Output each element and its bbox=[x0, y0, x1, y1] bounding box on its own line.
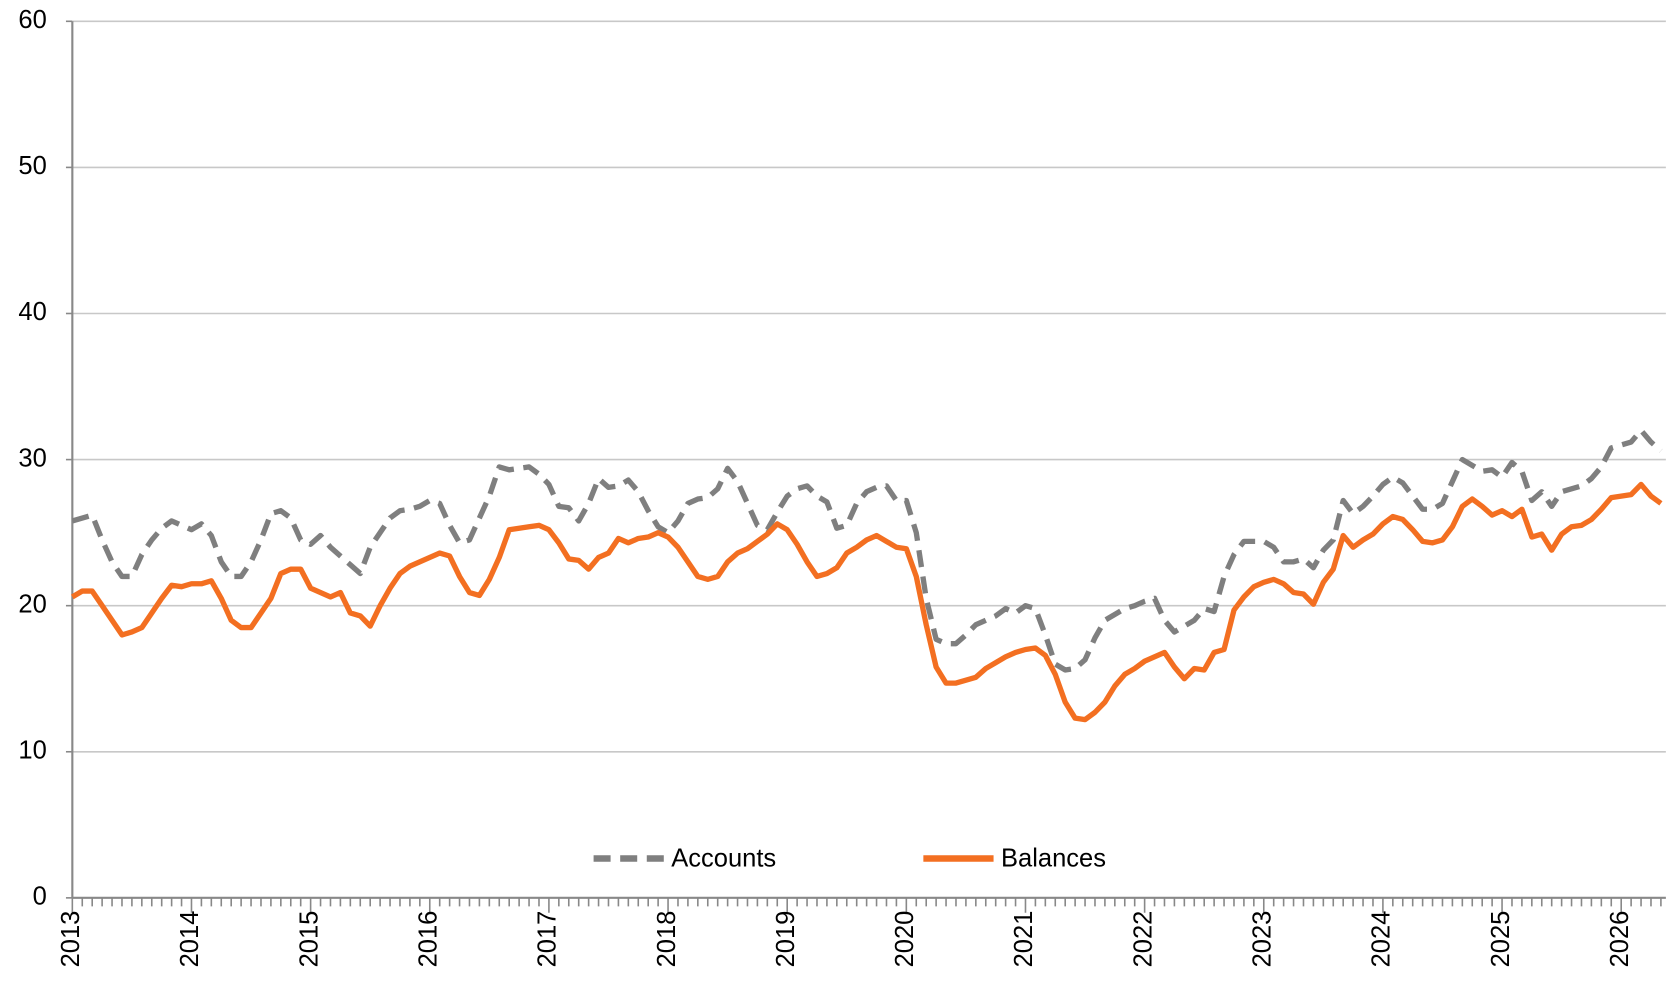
y-tick-label: 20 bbox=[18, 590, 46, 618]
series-line bbox=[70, 481, 1663, 723]
x-tick-label: 2025 bbox=[1487, 911, 1515, 968]
x-tick-label: 2022 bbox=[1129, 911, 1157, 968]
x-tick-label: 2013 bbox=[57, 911, 85, 968]
x-tick-label: 2021 bbox=[1010, 911, 1038, 968]
x-tick-label: 2026 bbox=[1606, 911, 1634, 968]
x-tick-label: 2018 bbox=[653, 911, 681, 968]
series-line bbox=[71, 427, 1663, 673]
x-tick-label: 2019 bbox=[772, 911, 800, 968]
legend-label: Balances bbox=[1001, 844, 1106, 872]
y-tick-label: 0 bbox=[33, 883, 47, 911]
x-tick-label: 2024 bbox=[1368, 911, 1396, 968]
y-tick-label: 50 bbox=[18, 152, 46, 180]
x-tick-label: 2023 bbox=[1249, 911, 1277, 968]
x-tick-label: 2017 bbox=[534, 911, 562, 968]
x-tick-label: 2015 bbox=[295, 911, 323, 968]
y-tick-label: 10 bbox=[18, 737, 46, 765]
x-tick-label: 2020 bbox=[891, 911, 919, 968]
legend-label: Accounts bbox=[671, 844, 776, 872]
y-tick-label: 30 bbox=[18, 444, 46, 472]
y-tick-label: 60 bbox=[18, 6, 46, 34]
x-tick-label: 2016 bbox=[415, 911, 443, 968]
x-tick-label: 2014 bbox=[176, 911, 204, 968]
y-tick-label: 40 bbox=[18, 298, 46, 326]
